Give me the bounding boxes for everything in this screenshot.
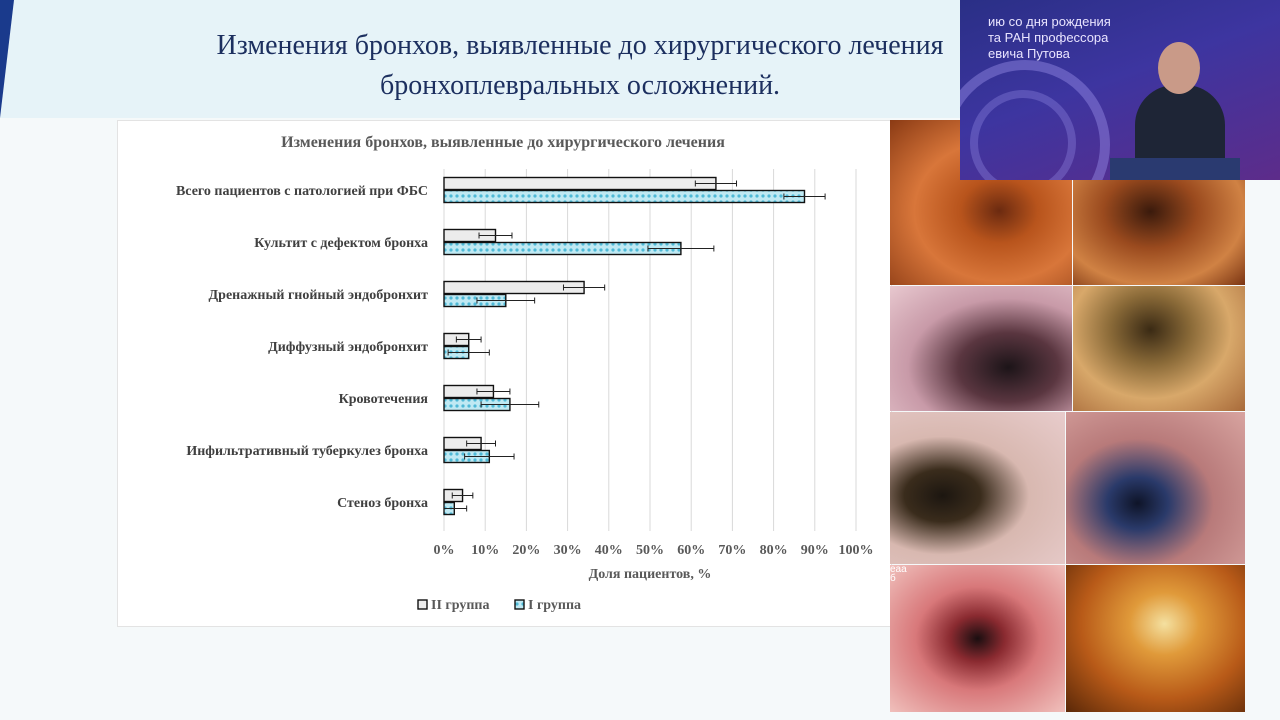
x-axis-label: Доля пациентов, % bbox=[589, 567, 712, 582]
podium bbox=[1110, 158, 1240, 180]
chart-panel: Изменения бронхов, выявленные до хирурги… bbox=[117, 120, 892, 627]
category-label: Культит с дефектом бронха bbox=[254, 236, 428, 251]
logo-arc-inner bbox=[970, 90, 1076, 180]
endoscopy-photo-6 bbox=[1066, 412, 1245, 564]
logo-arc bbox=[960, 60, 1110, 180]
category-label: Дренажный гнойный эндобронхит bbox=[209, 288, 429, 303]
category-label: Кровотечения bbox=[339, 392, 429, 407]
bar bbox=[443, 241, 682, 256]
endoscopy-photo-4 bbox=[1073, 286, 1245, 411]
x-tick-label: 50% bbox=[636, 543, 664, 558]
x-tick-label: 60% bbox=[677, 543, 705, 558]
x-tick-label: 70% bbox=[718, 543, 746, 558]
endoscopy-photo-2 bbox=[1073, 180, 1245, 285]
left-accent-stripe bbox=[0, 0, 14, 118]
slide-title-line2: бронхоплевральных осложнений. bbox=[379, 70, 781, 101]
inset-text-line2: та РАН профессора bbox=[988, 30, 1109, 45]
category-label: Стеноз бронха bbox=[337, 496, 428, 511]
title-band bbox=[0, 0, 1000, 118]
endoscopy-photo-8 bbox=[1066, 565, 1245, 712]
bar-chart: Изменения бронхов, выявленные до хирурги… bbox=[176, 134, 874, 613]
inset-text-line1: ию со дня рождения bbox=[988, 14, 1111, 29]
category-label: Инфильтративный туберкулез бронха bbox=[186, 444, 428, 459]
x-tick-label: 100% bbox=[839, 543, 874, 558]
x-tick-label: 20% bbox=[512, 543, 540, 558]
bar bbox=[443, 176, 717, 191]
x-tick-label: 0% bbox=[434, 543, 455, 558]
category-label: Диффузный эндобронхит bbox=[268, 340, 428, 355]
endoscopy-photo-3 bbox=[890, 286, 1072, 411]
endoscopy-photo-7: еаа б bbox=[890, 565, 1065, 712]
photo-corner-label: еаа б bbox=[890, 565, 907, 584]
slide-title-line1: Изменения бронхов, выявленные до хирурги… bbox=[216, 30, 944, 61]
slide-title: Изменения бронхов, выявленные до хирурги… bbox=[80, 26, 1080, 106]
inset-text-line3: евича Путова bbox=[988, 46, 1070, 61]
endoscopy-photo-5 bbox=[890, 412, 1065, 564]
chart-title: Изменения бронхов, выявленные до хирурги… bbox=[281, 134, 725, 151]
legend-label: I группа bbox=[528, 598, 581, 613]
speaker-head bbox=[1158, 42, 1200, 94]
category-label: Всего пациентов с патологией при ФБС bbox=[176, 184, 428, 199]
x-tick-label: 10% bbox=[471, 543, 499, 558]
x-tick-label: 90% bbox=[801, 543, 829, 558]
speaker-video-inset: ию со дня рождения та РАН профессора еви… bbox=[960, 0, 1280, 180]
legend-swatch bbox=[514, 599, 525, 610]
x-tick-label: 30% bbox=[554, 543, 582, 558]
legend-label: II группа bbox=[431, 598, 490, 613]
legend-swatch bbox=[417, 599, 428, 610]
x-tick-label: 80% bbox=[760, 543, 788, 558]
x-tick-label: 40% bbox=[595, 543, 623, 558]
bar bbox=[443, 189, 806, 204]
chart-legend: II группа I группа bbox=[417, 598, 581, 613]
